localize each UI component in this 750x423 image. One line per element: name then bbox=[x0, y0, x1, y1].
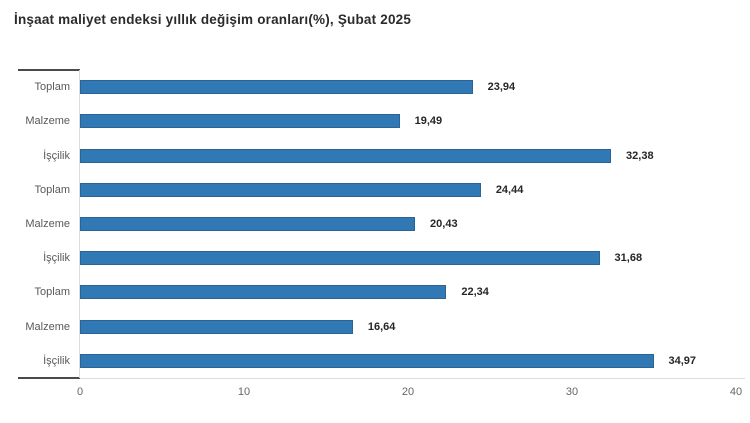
chart-row: İşçilik 34,97 bbox=[0, 344, 750, 378]
chart-row: İşçilik 31,68 bbox=[0, 241, 750, 275]
category-label: Toplam bbox=[34, 81, 70, 94]
bar[interactable] bbox=[80, 319, 353, 334]
value-label: 16,64 bbox=[367, 320, 396, 333]
category-label: İşçilik bbox=[43, 354, 70, 367]
chart-row: İşçilik 32,38 bbox=[0, 138, 750, 172]
x-axis-tick-label: 20 bbox=[401, 386, 415, 398]
category-label: Toplam bbox=[34, 183, 70, 196]
bar[interactable] bbox=[80, 216, 416, 231]
y-axis-line bbox=[79, 70, 80, 378]
x-axis-tick-labels: 0 10 20 30 40 bbox=[0, 386, 750, 402]
category-label: Malzeme bbox=[25, 320, 70, 333]
chart-row: Malzeme 20,43 bbox=[0, 207, 750, 241]
value-label: 22,34 bbox=[461, 286, 489, 299]
chart-row: Toplam 24,44 bbox=[0, 173, 750, 207]
bar-track: 32,38 bbox=[80, 148, 736, 163]
bar[interactable] bbox=[80, 285, 447, 300]
bar[interactable] bbox=[80, 353, 654, 368]
chart-row: Toplam 22,34 bbox=[0, 275, 750, 309]
value-label: 31,68 bbox=[614, 252, 643, 265]
category-axis-top-rule bbox=[18, 69, 80, 71]
category-label: İşçilik bbox=[43, 252, 70, 265]
x-axis-line bbox=[80, 378, 745, 379]
bar[interactable] bbox=[80, 182, 481, 197]
value-label: 24,44 bbox=[495, 183, 524, 196]
bar-track: 34,97 bbox=[80, 353, 736, 368]
bar-rows: Toplam 23,94 Malzeme 19,49 İşçilik 32,38 Topla… bbox=[0, 70, 750, 378]
bar-track: 23,94 bbox=[80, 80, 736, 95]
x-axis-tick-label: 40 bbox=[729, 386, 743, 398]
x-axis-tick-label: 0 bbox=[76, 386, 84, 398]
category-label: Malzeme bbox=[25, 115, 70, 128]
value-label: 19,49 bbox=[414, 115, 443, 128]
chart-title: İnşaat maliyet endeksi yıllık değişim or… bbox=[14, 12, 412, 27]
category-label: Toplam bbox=[34, 286, 70, 299]
x-axis-tick-label: 30 bbox=[565, 386, 579, 398]
x-axis-tick-label: 10 bbox=[237, 386, 251, 398]
value-label: 20,43 bbox=[430, 217, 458, 230]
chart-row: Malzeme 19,49 bbox=[0, 104, 750, 138]
bar-track: 31,68 bbox=[80, 251, 736, 266]
bar[interactable] bbox=[80, 80, 473, 95]
bar-track: 16,64 bbox=[80, 319, 736, 334]
bar-track: 22,34 bbox=[80, 285, 736, 300]
category-label: İşçilik bbox=[43, 149, 70, 162]
chart-row: Toplam 23,94 bbox=[0, 70, 750, 104]
bar[interactable] bbox=[80, 251, 600, 266]
bar-track: 19,49 bbox=[80, 114, 736, 129]
value-label: 23,94 bbox=[487, 81, 516, 94]
value-label: 32,38 bbox=[626, 149, 654, 162]
category-axis-bottom-rule bbox=[18, 377, 80, 379]
value-label: 34,97 bbox=[668, 354, 697, 367]
chart-row: Malzeme 16,64 bbox=[0, 310, 750, 344]
category-label: Malzeme bbox=[25, 217, 70, 230]
bar[interactable] bbox=[80, 114, 400, 129]
bar-track: 24,44 bbox=[80, 182, 736, 197]
bar[interactable] bbox=[80, 148, 612, 163]
bar-track: 20,43 bbox=[80, 216, 736, 231]
